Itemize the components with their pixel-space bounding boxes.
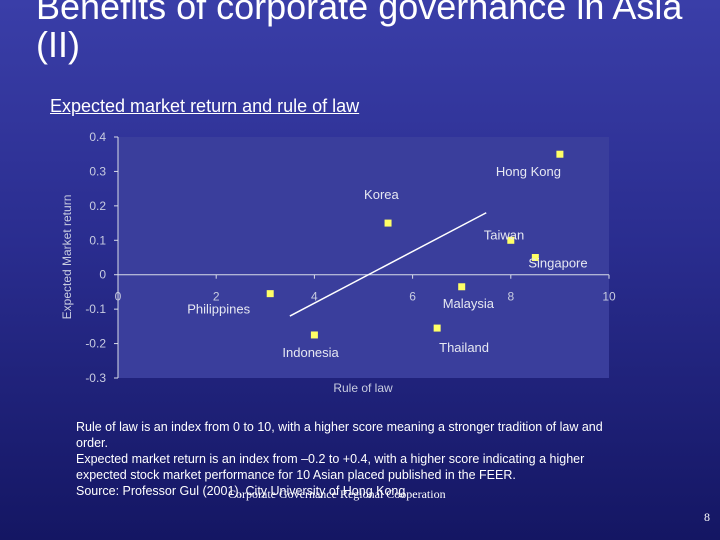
data-label-korea: Korea xyxy=(364,187,399,202)
data-point-philippines xyxy=(266,290,274,298)
y-tick-label: 0.4 xyxy=(89,130,106,144)
x-tick-label: 10 xyxy=(602,290,616,304)
y-axis-title: Expected Market return xyxy=(60,195,74,320)
data-label-philippines: Philippines xyxy=(187,302,250,317)
data-label-singapore: Singapore xyxy=(528,256,587,271)
data-label-hong-kong: Hong Kong xyxy=(496,164,561,179)
y-tick-label: -0.1 xyxy=(85,302,106,316)
data-label-malaysia: Malaysia xyxy=(443,296,495,311)
slide-title: Benefits of corporate governance in Asia… xyxy=(36,0,683,65)
data-point-malaysia xyxy=(458,283,466,291)
data-label-thailand: Thailand xyxy=(439,340,489,355)
data-point-korea xyxy=(384,219,392,227)
y-tick-label: 0.3 xyxy=(89,164,106,178)
data-point-singapore xyxy=(531,254,539,261)
data-point-indonesia xyxy=(310,331,318,339)
data-label-indonesia: Indonesia xyxy=(282,345,339,360)
caption-source: Source: Professor Gul (2001), City Unive… xyxy=(76,484,406,498)
y-tick-label: -0.3 xyxy=(85,371,106,385)
x-tick-label: 8 xyxy=(507,290,514,304)
plot-area xyxy=(118,137,609,378)
chart-subtitle: Expected market return and rule of law xyxy=(50,96,360,116)
chart-caption: Rule of law is an index from 0 to 10, wi… xyxy=(76,419,636,499)
page-number: 8 xyxy=(704,510,710,524)
footer-text: Corporate Governance Regional Cooperatio… xyxy=(228,487,446,501)
data-label-taiwan: Taiwan xyxy=(484,227,524,242)
x-axis-title: Rule of law xyxy=(333,381,393,395)
caption-rule-of-law: Rule of law is an index from 0 to 10, wi… xyxy=(76,420,603,450)
x-tick-label: 6 xyxy=(409,290,416,304)
y-tick-label: 0 xyxy=(99,268,106,282)
caption-market-return: Expected market return is an index from … xyxy=(76,452,585,482)
data-point-taiwan xyxy=(507,236,515,244)
data-point-hong-kong xyxy=(556,150,564,158)
data-point-thailand xyxy=(433,324,441,332)
x-tick-label: 2 xyxy=(213,290,220,304)
y-tick-label: -0.2 xyxy=(85,337,106,351)
y-tick-label: 0.1 xyxy=(89,233,106,247)
x-tick-label: 4 xyxy=(311,290,318,304)
trend-line xyxy=(289,212,487,317)
x-tick-label: 0 xyxy=(115,290,122,304)
y-tick-label: 0.2 xyxy=(89,199,106,213)
